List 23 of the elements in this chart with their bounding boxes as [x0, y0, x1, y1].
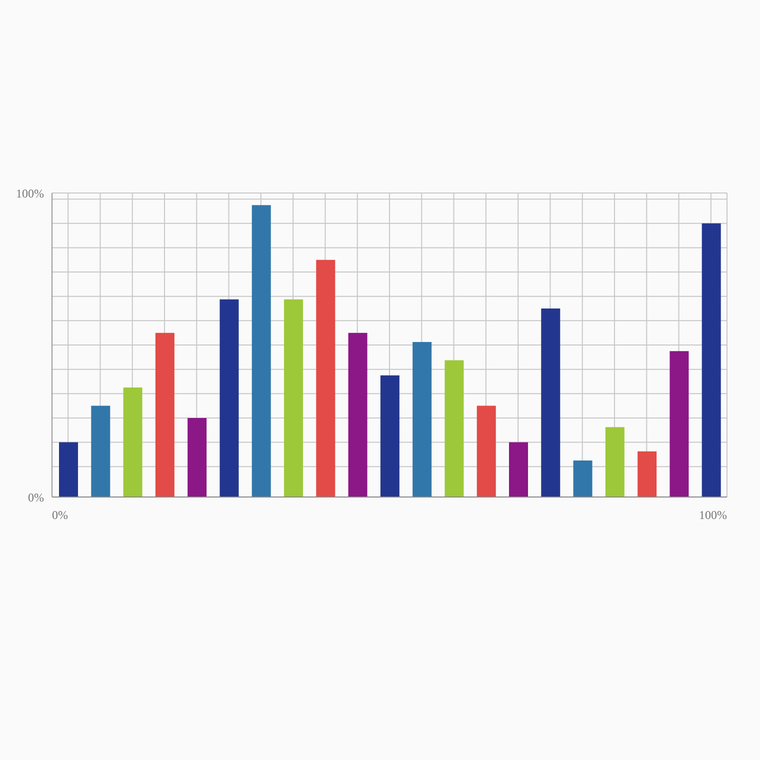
bar	[412, 342, 432, 497]
bar	[123, 388, 142, 497]
bar	[91, 406, 110, 497]
bar	[702, 223, 721, 497]
bar	[348, 332, 368, 497]
text: 100%	[699, 508, 727, 523]
bar	[573, 460, 592, 497]
bar	[541, 308, 560, 497]
bar	[188, 418, 207, 497]
bar	[59, 442, 78, 497]
bar	[670, 351, 689, 497]
bar	[638, 451, 657, 497]
bar	[284, 299, 303, 497]
bar	[252, 205, 271, 497]
bar	[155, 332, 174, 497]
text: 0%	[52, 508, 68, 523]
bar	[444, 360, 464, 497]
bar	[509, 442, 528, 497]
bar	[476, 406, 496, 497]
bar	[380, 375, 400, 497]
bar	[220, 299, 239, 497]
bar	[605, 427, 624, 497]
bar	[316, 260, 336, 497]
